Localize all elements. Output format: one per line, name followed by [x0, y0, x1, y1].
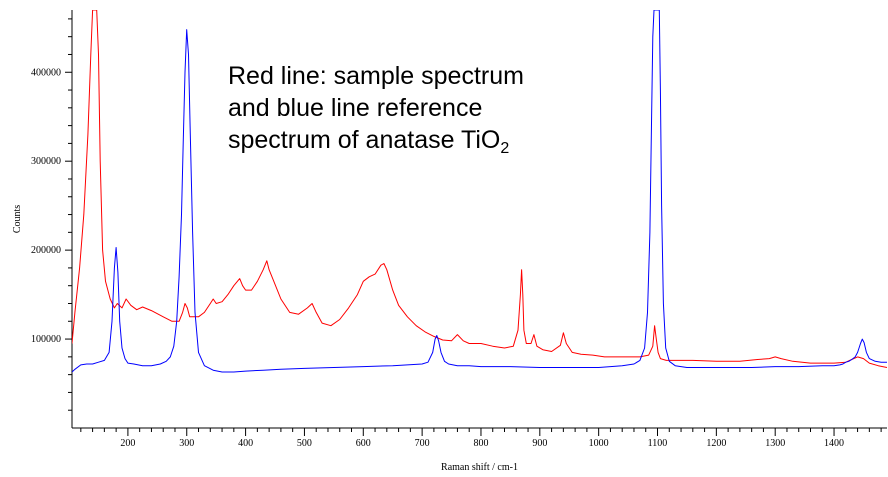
annotation-line-1: Red line: sample spectrum: [228, 62, 524, 90]
annotation-line-3-text: spectrum of anatase TiO: [228, 126, 501, 154]
red-series-line: [72, 10, 887, 368]
y-tick-label: 300000: [31, 156, 61, 167]
annotation-subscript: 2: [500, 140, 510, 157]
x-tick-label: 400: [238, 438, 253, 449]
x-tick-label: 1000: [589, 438, 609, 449]
x-tick-label: 900: [532, 438, 547, 449]
y-tick-label: 200000: [31, 245, 61, 256]
x-tick-label: 200: [120, 438, 135, 449]
annotation-line-2: and blue line reference: [228, 94, 483, 122]
x-tick-label: 300: [179, 438, 194, 449]
x-tick-label: 1400: [824, 438, 844, 449]
x-tick-label: 500: [297, 438, 312, 449]
y-axis-title: Counts: [12, 205, 23, 233]
chart-series: [72, 10, 887, 373]
x-axis-title: Raman shift / cm-1: [441, 462, 518, 473]
blue-series-line: [72, 10, 887, 373]
x-tick-label: 1300: [765, 438, 785, 449]
x-tick-label: 1200: [706, 438, 726, 449]
y-tick-label: 400000: [31, 67, 61, 78]
chart-axes: [65, 10, 887, 436]
x-tick-label: 1100: [648, 438, 668, 449]
x-tick-label: 700: [415, 438, 430, 449]
x-tick-label: 800: [473, 438, 488, 449]
y-tick-label: 100000: [31, 334, 61, 345]
chart-annotation: Red line: sample spectrum and blue line …: [228, 60, 648, 165]
x-tick-label: 600: [356, 438, 371, 449]
chart-tick-labels: 200 300 400 500 600 700 800 900 1000 1100 1200 1300…: [31, 67, 844, 449]
annotation-line-3: spectrum of anatase TiO2: [228, 124, 648, 165]
